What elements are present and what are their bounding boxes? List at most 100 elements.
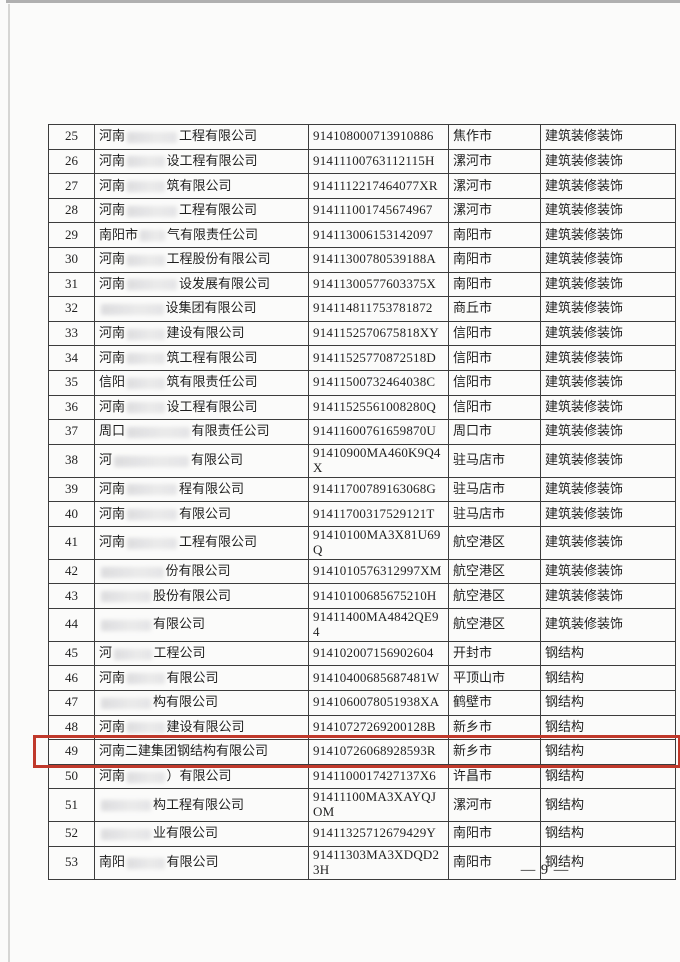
table-row: 47 构有限公司 9141060078051938XA 鹤壁市 钢结构	[48, 689, 676, 716]
table-row: 46 河南 有限公司 91410400685687481W 平顶山市 钢结构	[48, 665, 676, 691]
cell-category: 建筑装修装饰	[540, 246, 676, 273]
company-name-redacted	[101, 566, 164, 578]
company-name-redacted	[127, 484, 178, 496]
cell-category: 建筑装修装饰	[540, 124, 676, 150]
cell-category: 建筑装修装饰	[540, 320, 676, 347]
cell-category: 钢结构	[540, 714, 676, 741]
company-name-visible-prefix: 信阳	[99, 374, 126, 390]
company-name-visible-suffix: 份有限公司	[165, 562, 231, 578]
cell-category: 钢结构	[540, 788, 676, 823]
cell-company-name: 构有限公司	[94, 689, 309, 716]
cell-credit-code: 91410726068928593R	[308, 739, 449, 765]
cell-company-name: 河南 有限公司	[94, 665, 309, 691]
company-name-visible-suffix: 有限公司	[179, 505, 232, 521]
company-name-redacted	[127, 771, 165, 783]
company-name-visible-suffix: 业有限公司	[153, 825, 219, 841]
cell-row-number: 52	[48, 821, 95, 847]
cell-credit-code: 914113006153142097	[308, 222, 449, 248]
table-row: 27 河南 筑有限公司 9141112217464077XR 漯河市 建筑装修装饰	[48, 173, 676, 199]
cell-city: 平顶山市	[448, 665, 541, 691]
company-name-redacted	[101, 829, 151, 840]
company-name-visible-suffix: 设工程有限公司	[166, 398, 258, 414]
cell-credit-code: 914102007156902604	[308, 640, 449, 667]
cell-category: 建筑装修装饰	[540, 173, 676, 199]
cell-row-number: 25	[48, 124, 95, 150]
cell-city: 航空港区	[448, 607, 541, 642]
company-name-redacted	[127, 279, 178, 291]
table-row: 33 河南 建设有限公司 9141152570675818XY 信阳市 建筑装修装饰	[48, 320, 676, 347]
company-name-visible-suffix: 股份有限公司	[153, 587, 232, 603]
table-row: 37 周口 有限责任公司 91411600761659870U 周口市 建筑装修装饰	[48, 419, 676, 445]
cell-row-number: 47	[48, 689, 95, 716]
cell-credit-code: 91411500732464038C	[308, 369, 449, 396]
cell-category: 建筑装修装饰	[540, 394, 676, 421]
cell-credit-code: 91411303MA3XDQD23H	[308, 845, 449, 880]
cell-row-number: 29	[48, 222, 95, 248]
company-name-visible-prefix: 河南	[99, 718, 126, 734]
company-name-visible-prefix: 河南	[99, 325, 126, 341]
company-name-visible-suffix: 工程有限公司	[179, 128, 258, 144]
cell-credit-code: 9141112217464077XR	[308, 173, 449, 199]
table-row: 26 河南 设工程有限公司 91411100763112115H 漯河市 建筑装修装饰	[48, 148, 676, 175]
cell-category: 建筑装修装饰	[540, 525, 676, 560]
cell-row-number: 46	[48, 665, 95, 691]
cell-city: 航空港区	[448, 558, 541, 585]
cell-category: 钢结构	[540, 763, 676, 790]
cell-company-name: 河南 工程有限公司	[94, 124, 309, 150]
cell-company-name: 河南 筑有限公司	[94, 173, 309, 199]
cell-category: 钢结构	[540, 665, 676, 691]
company-name-redacted	[127, 673, 165, 685]
table-row: 40 河南 有限公司 91411700317529121T 驻马店市 建筑装修装饰	[48, 501, 676, 527]
cell-row-number: 35	[48, 369, 95, 396]
table-row: 48 河南 建设有限公司 91410727269200128B 新乡市 钢结构	[48, 714, 676, 741]
cell-city: 鹤壁市	[448, 689, 541, 716]
company-name-redacted	[127, 402, 165, 414]
cell-city: 航空港区	[448, 525, 541, 560]
table-row: 35 信阳 筑有限责任公司 91411500732464038C 信阳市 建筑装修装饰	[48, 369, 676, 396]
company-name-visible-prefix: 河南	[99, 505, 126, 521]
company-name-redacted	[101, 304, 164, 315]
company-name-redacted	[127, 857, 165, 869]
table-row: 53 南阳 有限公司 91411303MA3XDQD23H 南阳市 钢结构	[48, 845, 676, 880]
cell-category: 建筑装修装饰	[540, 296, 676, 322]
cell-city: 周口市	[448, 419, 541, 445]
company-name-visible-suffix: 工程有限公司	[179, 534, 258, 550]
cell-credit-code: 91410900MA460K9Q4X	[308, 443, 449, 478]
cell-row-number: 44	[48, 607, 95, 642]
cell-credit-code: 91411300577603375X	[308, 271, 449, 298]
company-name-visible-suffix: 有限公司	[166, 669, 219, 685]
cell-company-name: 河南 建设有限公司	[94, 714, 309, 741]
company-name-visible-prefix: 周口	[99, 423, 126, 439]
table-row: 39 河南 程有限公司 91411700789163068G 驻马店市 建筑装修装饰	[48, 476, 676, 503]
company-name-visible-suffix: 构有限公司	[153, 694, 219, 710]
company-name-visible-suffix: 工程股份有限公司	[166, 251, 271, 267]
table-row: 25 河南 工程有限公司 914108000713910886 焦作市 建筑装修装饰	[48, 124, 676, 150]
cell-company-name: 构工程有限公司	[94, 788, 309, 823]
cell-city: 南阳市	[448, 271, 541, 298]
cell-company-name: 河南 建设有限公司	[94, 320, 309, 347]
cell-city: 南阳市	[448, 845, 541, 880]
cell-category: 建筑装修装饰	[540, 271, 676, 298]
company-name-redacted	[127, 328, 165, 340]
company-name-redacted	[127, 353, 165, 365]
cell-city: 新乡市	[448, 714, 541, 741]
cell-credit-code: 91411700317529121T	[308, 501, 449, 527]
company-name-redacted	[127, 181, 165, 193]
company-name-visible-suffix: 筑有限责任公司	[166, 374, 258, 390]
cell-city: 漯河市	[448, 173, 541, 199]
cell-company-name: 信阳 筑有限责任公司	[94, 369, 309, 396]
company-name-redacted	[127, 254, 165, 266]
cell-row-number: 48	[48, 714, 95, 741]
cell-category: 建筑装修装饰	[540, 345, 676, 371]
cell-company-name: 份有限公司	[94, 558, 309, 585]
cell-city: 漯河市	[448, 148, 541, 175]
cell-row-number: 33	[48, 320, 95, 347]
cell-company-name: 河南 设工程有限公司	[94, 394, 309, 421]
table-row: 51 构工程有限公司 91411100MA3XAYQJOM 漯河市 钢结构	[48, 788, 676, 823]
cell-credit-code: 91410400685687481W	[308, 665, 449, 691]
company-name-visible-suffix: 有限公司	[191, 452, 244, 468]
cell-company-name: 河南 有限公司	[94, 501, 309, 527]
cell-city: 驻马店市	[448, 501, 541, 527]
company-name-redacted	[101, 697, 151, 709]
company-name-visible-prefix: 河南二建集团钢结构有限公司	[99, 743, 269, 759]
